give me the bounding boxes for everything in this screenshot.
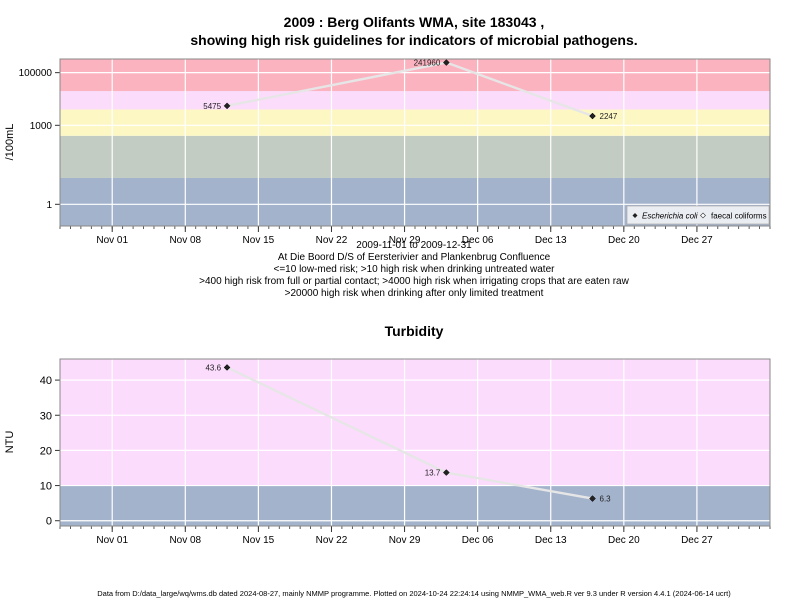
turbidity-chart: 43.613.76.3 Nov 01 Nov 08 Nov 15 Nov 22 Nov … bbox=[40, 358, 771, 546]
plot-frame bbox=[59, 358, 771, 527]
subtitle-line-4: >400 high risk from full or partial cont… bbox=[199, 276, 629, 287]
y-tick-label: 1000 bbox=[30, 121, 53, 132]
data-point bbox=[223, 364, 231, 371]
data-label: 241960 bbox=[414, 59, 441, 68]
x-axis: Nov 01 Nov 08 Nov 15 Nov 22 Nov 29 Dec 06 Dec … bbox=[59, 226, 771, 246]
gridlines bbox=[60, 359, 770, 526]
turbidity-title: Turbidity bbox=[385, 323, 444, 339]
subtitle-line-5: >20000 high risk when drinking after onl… bbox=[285, 288, 544, 299]
y-tick-label: 30 bbox=[40, 410, 52, 422]
x-tick-label: Nov 08 bbox=[169, 235, 201, 246]
legend-marker-faecal bbox=[700, 212, 706, 219]
x-tick-label: Dec 20 bbox=[608, 535, 640, 546]
legend-box bbox=[626, 205, 770, 225]
x-tick-label: Nov 22 bbox=[316, 535, 348, 546]
risk-band-4 bbox=[60, 59, 770, 92]
chart-title-line2: showing high risk guidelines for indicat… bbox=[190, 32, 637, 48]
legend-label-faecal: faecal coliforms bbox=[711, 212, 767, 221]
subtitle-line-1: 2009-11-01 to 2009-12-31 bbox=[356, 240, 472, 251]
x-tick-label: Nov 22 bbox=[316, 235, 348, 246]
x-tick-label: Dec 13 bbox=[535, 235, 567, 246]
data-point bbox=[589, 112, 596, 120]
subtitle-line-3: <=10 low-med risk; >10 high risk when dr… bbox=[274, 264, 556, 275]
data-points: 43.6 13.7 6.3 bbox=[205, 363, 611, 503]
data-label: 6.3 bbox=[600, 495, 612, 504]
plot-frame bbox=[59, 58, 771, 227]
y-axis: 1 1000 100000 bbox=[19, 68, 60, 211]
x-tick-label: Dec 27 bbox=[681, 235, 713, 246]
x-tick-label: Nov 01 bbox=[96, 535, 128, 546]
legend-marker-ecoli bbox=[632, 213, 638, 218]
y-tick-label: 100000 bbox=[19, 68, 53, 79]
data-label: 2247 bbox=[600, 112, 618, 121]
data-point bbox=[442, 469, 450, 476]
y-tick-label: 10 bbox=[40, 481, 52, 493]
y-tick-label: 0 bbox=[46, 516, 52, 528]
x-tick-label: Nov 15 bbox=[243, 235, 275, 246]
x-tick-label: Dec 13 bbox=[535, 535, 567, 546]
data-point bbox=[589, 495, 596, 502]
y-axis: 0 10 20 30 40 bbox=[40, 375, 60, 528]
x-tick-label: Nov 29 bbox=[389, 535, 421, 546]
risk-band-1 bbox=[60, 135, 770, 178]
y-axis-label: /100mL bbox=[4, 124, 16, 161]
risk-band-1 bbox=[60, 359, 770, 486]
x-tick-label: Nov 15 bbox=[243, 535, 275, 546]
legend-label-ecoli: Escherichia coli bbox=[642, 212, 698, 221]
risk-band-0 bbox=[60, 485, 770, 526]
y-tick-label: 40 bbox=[40, 375, 52, 387]
turbidity-bands bbox=[60, 359, 770, 526]
subtitle-line-2: At Die Boord D/S of Eersterivier and Pla… bbox=[278, 252, 551, 263]
gridlines bbox=[60, 59, 770, 226]
risk-band-3 bbox=[60, 91, 770, 110]
chart-title-line1: 2009 : Berg Olifants WMA, site 183043 , bbox=[284, 14, 545, 30]
data-point bbox=[223, 102, 231, 110]
risk-bands bbox=[60, 59, 770, 226]
footer-note: Data from D:/data_large/wq/wms.db dated … bbox=[97, 589, 731, 598]
x-tick-label: Nov 08 bbox=[169, 535, 201, 546]
y-axis-label: NTU bbox=[4, 431, 16, 454]
x-tick-label: Dec 20 bbox=[608, 235, 640, 246]
x-tick-label: Nov 01 bbox=[96, 235, 128, 246]
x-axis: Nov 01 Nov 08 Nov 15 Nov 22 Nov 29 Dec 06 Dec … bbox=[59, 526, 771, 546]
data-point bbox=[442, 59, 450, 66]
x-tick-label: Nov 29 bbox=[389, 235, 421, 246]
data-label: 13.7 bbox=[425, 469, 441, 478]
x-tick-label: Dec 06 bbox=[462, 235, 494, 246]
data-label: 43.6 bbox=[205, 363, 221, 372]
y-tick-label: 20 bbox=[40, 445, 52, 457]
x-tick-label: Dec 27 bbox=[681, 535, 713, 546]
risk-band-2 bbox=[60, 109, 770, 136]
data-points: 5475 241960 2247 bbox=[203, 59, 618, 122]
legend: Escherichia coli faecal coliforms bbox=[626, 205, 770, 225]
y-tick-label: 1 bbox=[46, 200, 52, 211]
data-label: 5475 bbox=[203, 102, 221, 111]
x-tick-label: Dec 06 bbox=[462, 535, 494, 546]
